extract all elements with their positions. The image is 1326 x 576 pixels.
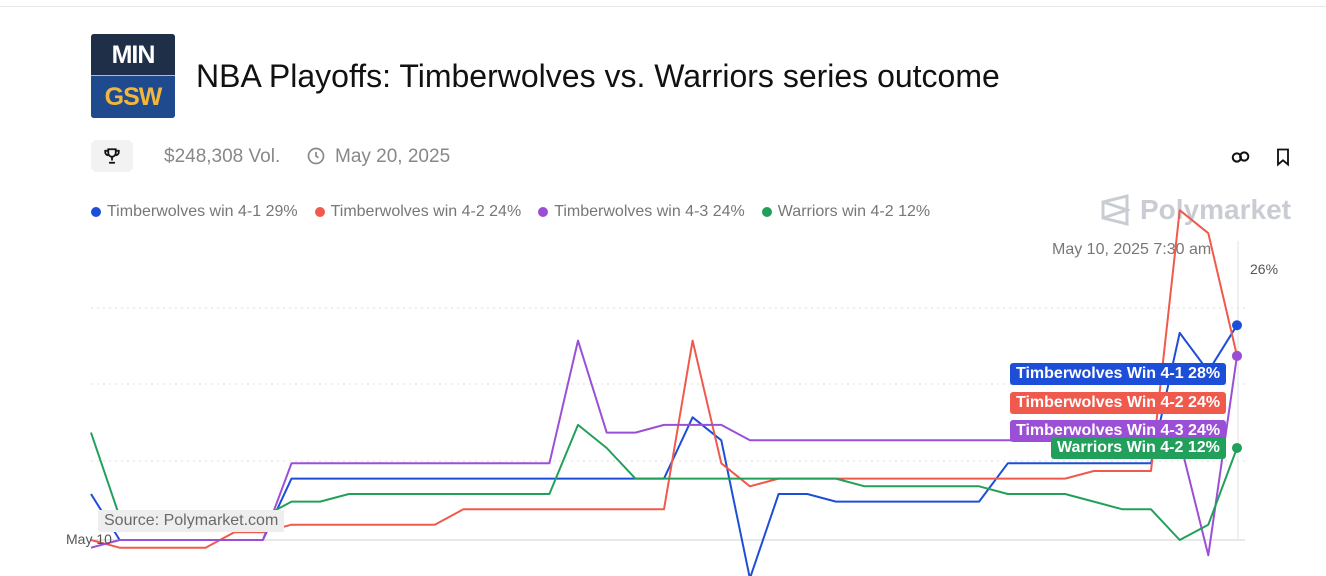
- polymarket-logo-icon: [1101, 194, 1130, 226]
- x-tick-label: May 10: [66, 531, 112, 547]
- bookmark-button[interactable]: [1271, 145, 1295, 169]
- legend-item-tw-4-3: Timberwolves win 4-3 24%: [538, 203, 745, 221]
- legend-label: Timberwolves win 4-2 24%: [330, 203, 522, 220]
- legend-item-gsw-4-2: Warriors win 4-2 12%: [761, 203, 931, 221]
- legend-label: Timberwolves win 4-1 29%: [107, 203, 298, 220]
- bookmark-icon: [1277, 148, 1289, 167]
- series-end-dot-3: [1232, 442, 1242, 453]
- hover-timestamp: May 10, 2025 7:30 am: [1052, 241, 1212, 258]
- polymarket-watermark: Polymarket: [1100, 194, 1291, 226]
- watermark-text: Polymarket: [1140, 194, 1291, 225]
- copy-link-button[interactable]: [1229, 145, 1253, 169]
- trophy-button[interactable]: [91, 140, 133, 172]
- clock-icon: [307, 147, 325, 165]
- end-date: May 20, 2025: [335, 146, 451, 167]
- page-title: NBA Playoffs: Timberwolves vs. Warriors …: [196, 58, 1000, 94]
- legend-item-tw-4-1: Timberwolves win 4-1 29%: [91, 203, 298, 221]
- top-divider: [0, 6, 1326, 7]
- series-end-label-3: Warriors Win 4-2 12%: [1051, 436, 1226, 459]
- link-icon: [1231, 151, 1250, 163]
- series-end-dot-0: [1232, 320, 1242, 331]
- series-end-label-1: Timberwolves Win 4-2 24%: [1010, 392, 1227, 414]
- legend-item-tw-4-2: Timberwolves win 4-2 24%: [314, 203, 522, 221]
- source-label: Source: Polymarket.com: [98, 510, 285, 532]
- legend-dot: [538, 207, 549, 217]
- trophy-icon: [104, 148, 120, 164]
- chart-end-markers: [1232, 320, 1242, 453]
- series-end-dot-2: [1232, 350, 1242, 361]
- series-end-label-0: Timberwolves Win 4-1 28%: [1010, 363, 1227, 385]
- logo-team-gsw: GSW: [91, 76, 175, 118]
- legend-dot: [314, 207, 325, 217]
- legend-label: Timberwolves win 4-3 24%: [554, 203, 745, 220]
- legend-dot: [761, 207, 772, 217]
- legend-label: Warriors win 4-2 12%: [777, 203, 931, 220]
- volume-text: $248,308 Vol.: [164, 146, 281, 167]
- series-line-3: [90, 423, 1238, 541]
- series-end-label-2: Timberwolves Win 4-3 24%: [1010, 420, 1227, 442]
- matchup-logo: MIN GSW: [91, 34, 175, 118]
- logo-team-min: MIN: [91, 34, 175, 76]
- legend-dot: [91, 207, 101, 217]
- y-tick-label: 26%: [1250, 261, 1279, 277]
- chart-legend: Timberwolves win 4-1 29% Timberwolves wi…: [91, 203, 947, 221]
